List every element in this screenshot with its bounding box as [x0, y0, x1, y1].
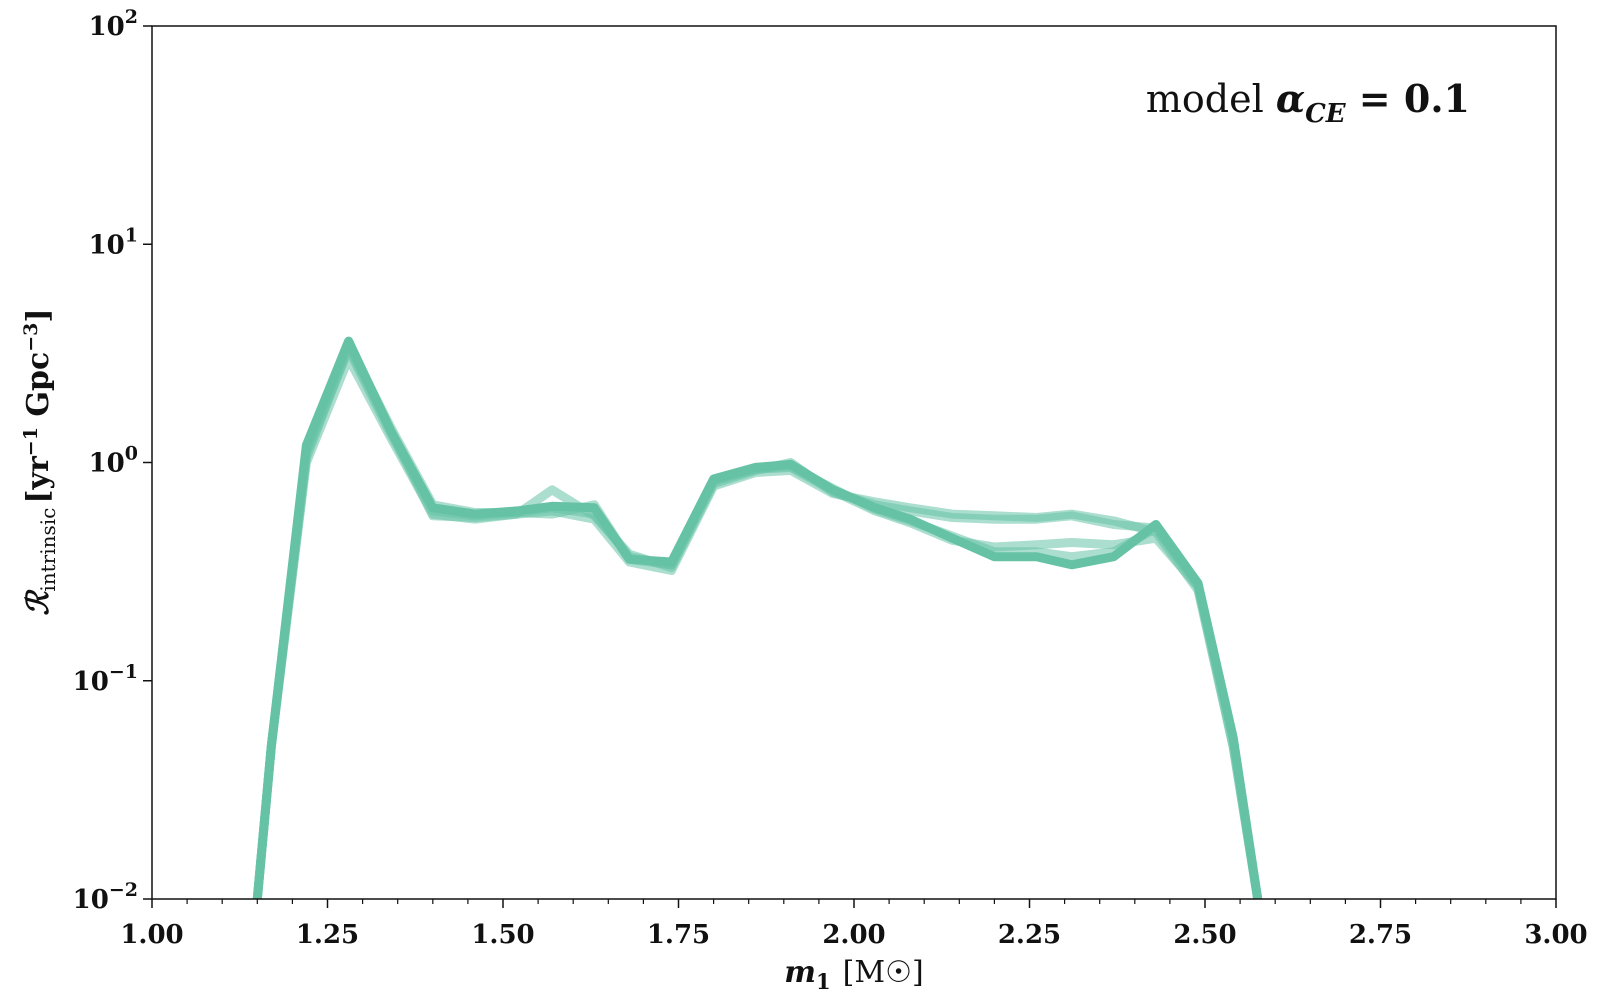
annotation-sub: CE	[1305, 99, 1347, 129]
y-tick-label: 10−2	[73, 879, 138, 915]
x-tick-label: 2.50	[1173, 920, 1236, 950]
x-axis-ticks: 1.00 1.25 1.50 1.75 2.00 2.25 2.50 2.75 3.00	[120, 899, 1588, 950]
y-axis-exp-a: −1	[20, 427, 42, 456]
x-tick-label: 3.00	[1524, 920, 1587, 950]
series-line-4	[252, 342, 1263, 900]
x-tick-label: 2.75	[1349, 920, 1412, 950]
annotation-symbol: α	[1276, 76, 1305, 121]
y-axis-sub: intrinsic	[36, 508, 60, 592]
series-line-1	[252, 336, 1263, 900]
y-axis-unit-b: Gpc	[21, 352, 56, 427]
annotation-suffix: = 0.1	[1346, 76, 1470, 121]
x-tick-label: 2.00	[822, 920, 885, 950]
series-line-2	[252, 353, 1263, 900]
x-tick-label: 1.50	[471, 920, 534, 950]
y-tick-label: 101	[89, 224, 138, 260]
x-axis-label: m1 [M☉]	[784, 955, 923, 994]
y-axis-label: ℛintrinsic [yr−1 Gpc−3]	[20, 308, 60, 615]
series-line-3	[252, 344, 1263, 900]
y-axis-ticks: 10−2 10−1 100 101 102	[73, 6, 152, 915]
series-line-5	[252, 339, 1263, 900]
annotation: model αCE = 0.1	[1146, 76, 1470, 129]
y-tick-label: 100	[89, 443, 138, 479]
y-tick-label: 102	[89, 6, 138, 42]
x-tick-label: 1.00	[120, 920, 183, 950]
annotation-prefix: model	[1146, 77, 1276, 121]
x-tick-label: 2.25	[998, 920, 1061, 950]
series-layer	[252, 336, 1263, 900]
y-axis-unit-a: [yr	[21, 455, 56, 504]
y-axis-close: ]	[21, 308, 56, 322]
x-tick-label: 1.75	[647, 920, 710, 950]
y-axis-var: ℛ	[21, 589, 56, 616]
x-tick-label: 1.25	[296, 920, 359, 950]
y-tick-label: 10−1	[73, 661, 138, 697]
x-axis-unit: [M☉]	[843, 955, 924, 990]
x-axis-var: m	[784, 955, 816, 990]
plot-frame	[151, 25, 1557, 900]
y-axis-exp-b: −3	[20, 323, 42, 352]
x-axis-sub: 1	[816, 969, 831, 994]
